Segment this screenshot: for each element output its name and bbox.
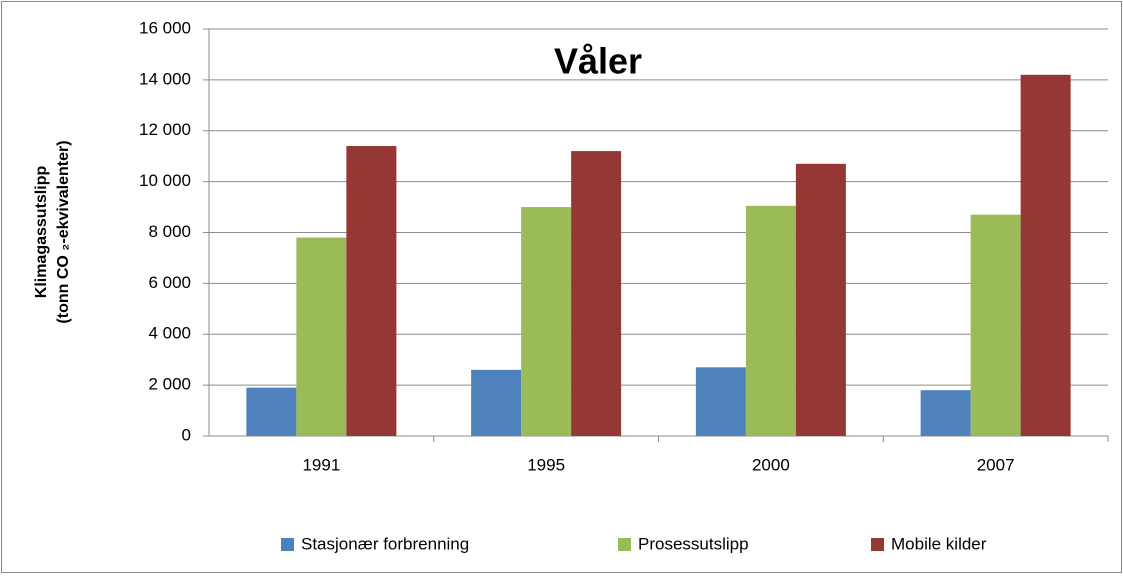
y-tick-label: 16 000 xyxy=(139,18,191,37)
bar xyxy=(1020,74,1071,436)
legend-swatch xyxy=(281,538,294,551)
legend-swatch xyxy=(618,538,631,551)
bar xyxy=(471,369,522,436)
legend-label: Mobile kilder xyxy=(891,534,987,553)
legend-label: Stasjonær forbrenning xyxy=(301,534,469,553)
bar xyxy=(745,205,796,436)
bar xyxy=(296,237,347,436)
y-tick-label: 8 000 xyxy=(148,222,191,241)
x-tick-label: 2000 xyxy=(752,455,790,474)
x-tick-label: 1991 xyxy=(302,455,340,474)
x-tick-label: 2007 xyxy=(977,455,1015,474)
bar xyxy=(521,207,572,436)
bar xyxy=(795,163,846,436)
y-tick-label: 0 xyxy=(182,425,191,444)
bar xyxy=(970,214,1021,436)
bar xyxy=(571,151,622,436)
x-tick-label: 1995 xyxy=(527,455,565,474)
y-axis-title: Klimagassutslipp (tonn CO ₂-ekvivalenter… xyxy=(33,140,72,323)
bar xyxy=(920,390,971,436)
legend-swatch xyxy=(871,538,884,551)
bar xyxy=(695,367,746,436)
y-tick-label: 10 000 xyxy=(139,171,191,190)
bar xyxy=(346,146,397,436)
legend-label: Prosessutslipp xyxy=(638,534,749,553)
bar xyxy=(246,387,297,436)
y-tick-label: 12 000 xyxy=(139,120,191,139)
y-tick-label: 6 000 xyxy=(148,273,191,292)
y-axis-title-line: (tonn CO ₂-ekvivalenter) xyxy=(55,140,72,323)
y-tick-label: 14 000 xyxy=(139,69,191,88)
y-tick-label: 2 000 xyxy=(148,375,191,394)
y-axis-title-line: Klimagassutslipp xyxy=(33,166,50,299)
chart-title: Våler xyxy=(554,41,642,82)
y-tick-label: 4 000 xyxy=(148,324,191,343)
